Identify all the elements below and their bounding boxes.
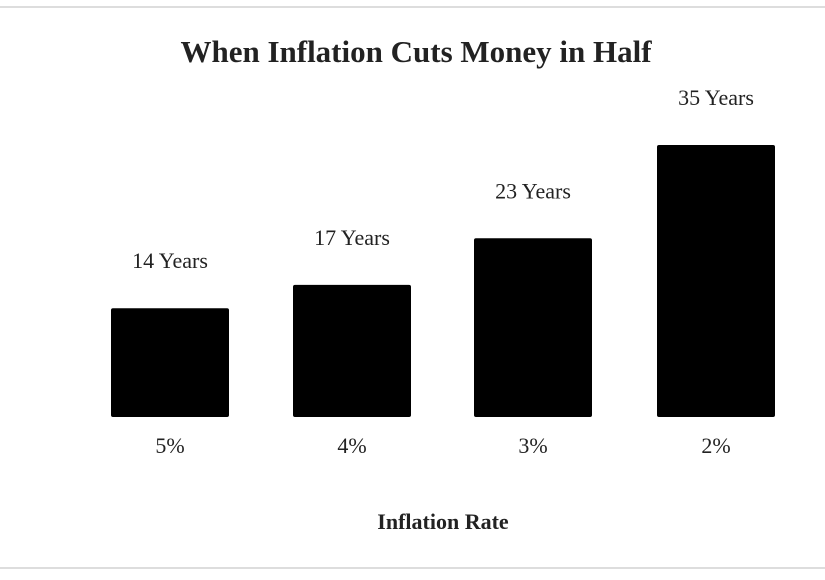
value-label: 17 Years (314, 225, 390, 250)
bar (293, 284, 411, 417)
x-axis-title: Inflation Rate (377, 509, 509, 534)
value-label: 23 Years (495, 178, 571, 203)
bar (474, 238, 592, 417)
x-tick-label: 5% (155, 433, 184, 458)
chart-title: When Inflation Cuts Money in Half (180, 34, 652, 69)
bar (111, 308, 229, 417)
x-tick-label: 3% (518, 433, 547, 458)
value-label: 14 Years (132, 248, 208, 273)
x-tick-label: 2% (701, 433, 730, 458)
x-tick-label: 4% (337, 433, 366, 458)
bar (657, 145, 775, 417)
value-label: 35 Years (678, 85, 754, 110)
